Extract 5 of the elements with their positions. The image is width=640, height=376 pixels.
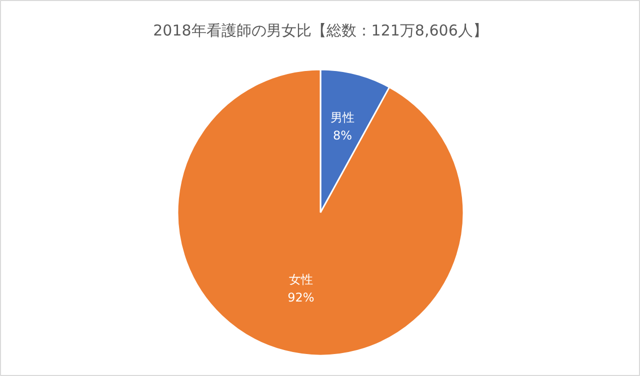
chart-title: 2018年看護師の男女比【総数：121万8,606人】 [153, 22, 488, 40]
data-label: 8% [333, 128, 352, 143]
slice-label: 男性 [330, 110, 355, 125]
slice-label: 女性 [288, 272, 313, 287]
data-label: 92% [288, 290, 314, 305]
